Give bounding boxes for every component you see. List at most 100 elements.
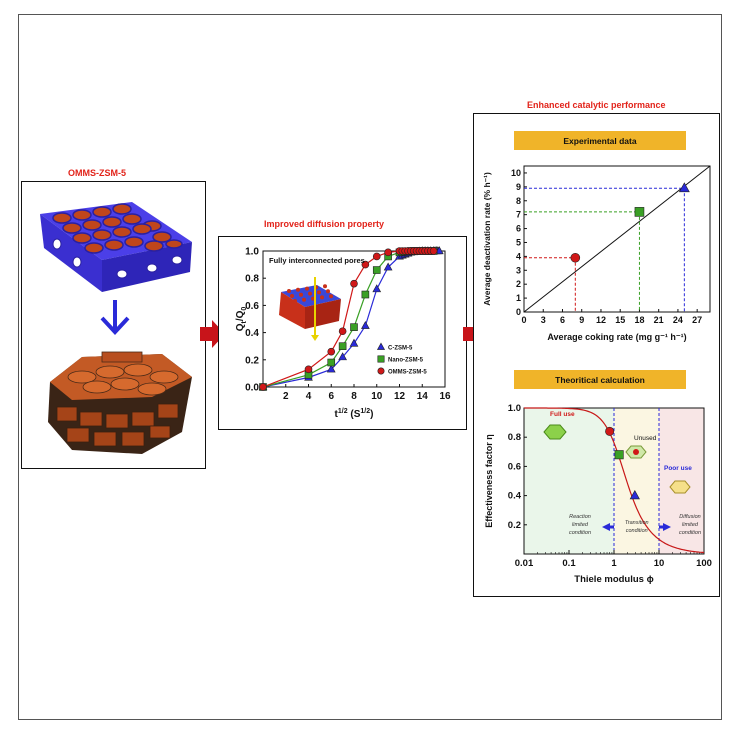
inset-arrow-head [311,335,319,341]
exp-x-tick-label: 18 [634,315,644,325]
blue-framework [40,202,192,292]
data-point [350,323,358,331]
data-point [327,358,336,367]
x-tick-label: 16 [439,391,451,402]
inset-pore [293,299,297,303]
outer-frame [18,14,722,720]
y-tick-label: 0.8 [245,274,259,285]
pores-inset [279,277,341,341]
left-region-arrow-shaft [609,525,614,529]
catalytic-panel: Experimental data 0 3 6 9 12 15 18 21 24 27 0 1 2 3 4 5 6… [473,113,720,597]
transition-region [614,408,659,554]
crystal-illustration [48,351,192,454]
unused-label: Unused [634,435,657,442]
theory-label: Theoritical calculation [555,375,645,385]
exp-label: Experimental data [563,136,636,146]
exp-y-tick-label: 1 [516,293,521,303]
left-region-arrow [602,523,610,531]
arrow-right-1 [200,320,225,348]
diffusion-label: condition [679,530,701,536]
y-tick-label: 0.0 [245,383,259,394]
exp-x-tick-label: 15 [615,315,625,325]
theory-y-label: Effectiveness factor η [484,434,494,528]
theory-point [614,450,624,460]
right-region-arrow-shaft [659,525,664,529]
y-tick-label: 0.4 [245,328,259,339]
exp-plot-area [523,165,711,313]
data-point [361,260,370,269]
x-tick-label: 12 [394,391,406,402]
theory-x-tick-label: 0.1 [562,558,576,569]
effectiveness-curve [524,407,705,554]
data-point [383,262,393,271]
exp-point [678,182,690,193]
transition-label: condition [626,528,648,534]
x-tick-label: 10 [371,391,383,402]
poor-use-label: Poor use [664,465,692,472]
data-point [259,383,267,391]
poor-use-hexagon [669,480,691,494]
x-tick-label: 14 [417,391,429,402]
exp-y-tick-label: 5 [516,237,521,247]
inset-pore [326,289,330,294]
data-point [429,247,438,255]
exp-x-tick-label: 21 [654,315,664,325]
exp-x-tick-label: 9 [579,315,584,325]
reaction-label: limited [572,522,589,528]
reaction-label: condition [569,530,591,536]
down-arrow [100,300,130,335]
reaction-region [524,408,614,554]
exp-y-label: Average deactivation rate (% h⁻¹) [482,172,492,306]
data-point [304,365,313,374]
theory-point [605,426,615,436]
exp-x-label: Average coking rate (mg g⁻¹ h⁻¹) [547,332,686,342]
theory-y-tick-label: 0.2 [508,520,521,531]
theory-y-tick-label: 1.0 [508,403,521,414]
exp-y-tick-label: 6 [516,224,521,234]
theory-x-tick-label: 100 [696,558,712,569]
transition-label: Transition [625,520,649,526]
legend-marker [376,342,386,350]
exp-x-tick-label: 27 [692,315,702,325]
theory-y-tick-label: 0.4 [508,491,522,502]
data-point [338,342,347,350]
omms-title: OMMS-ZSM-5 [68,168,126,178]
exp-x-tick-label: 3 [541,315,546,325]
data-point [327,347,336,356]
exp-y-tick-label: 8 [516,196,521,206]
exp-y-tick-label: 2 [516,279,521,289]
inset-pore [308,291,312,296]
theory-point [629,489,640,500]
y-tick-label: 0.2 [245,355,259,366]
exp-x-tick-label: 24 [673,315,683,325]
inset-pore [302,297,306,302]
y-axis-label: Qt/Q0 [235,307,248,332]
data-point [372,266,381,274]
full-use-hexagon [543,424,567,440]
theory-y-tick-label: 0.6 [508,461,521,472]
legend-label: OMMS-ZSM-5 [388,370,427,376]
data-point [350,279,358,288]
x-tick-label: 2 [283,391,289,402]
data-point [372,284,382,293]
exp-y-tick-label: 10 [511,168,521,178]
theory-x-tick-label: 0.01 [515,558,534,569]
exp-x-tick-label: 12 [596,315,606,325]
diffusion-title: Improved diffusion property [264,219,385,229]
data-point [372,252,381,261]
data-point [361,320,370,329]
exp-point [634,207,645,217]
inset-pore [287,289,291,293]
theory-x-label: Thiele modulus ϕ [574,574,653,585]
theory-label-box [514,370,686,389]
legend-label: C-ZSM-5 [388,346,413,352]
unused-dot [633,449,639,455]
data-point [326,364,336,373]
inset-left [279,292,305,329]
theory-x-tick-label: 1 [611,558,617,569]
catalytic-title: Enhanced catalytic performance [527,100,666,110]
exp-x-tick-label: 6 [560,315,565,325]
exp-y-tick-label: 3 [516,265,521,275]
exp-y-tick-label: 9 [516,182,521,192]
series-circle [259,247,438,391]
